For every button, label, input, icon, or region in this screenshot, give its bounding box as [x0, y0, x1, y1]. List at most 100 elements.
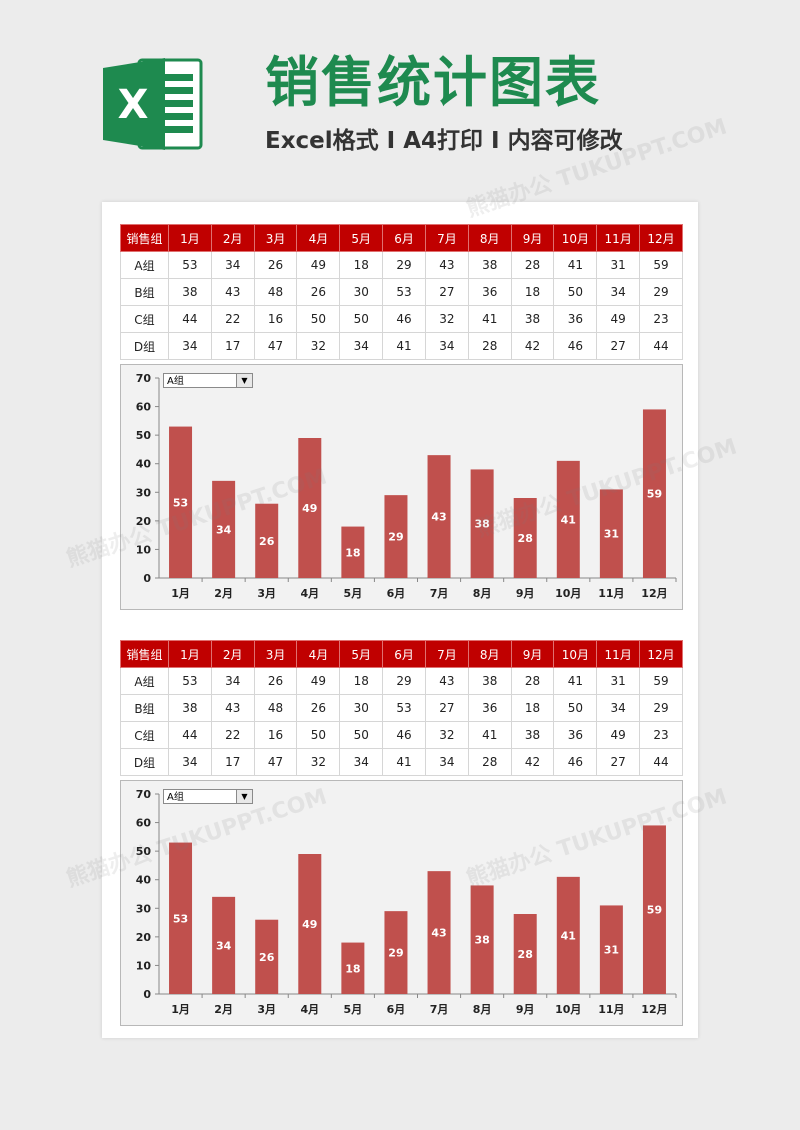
chevron-down-icon[interactable]: ▼: [236, 374, 252, 387]
bar: [513, 498, 537, 578]
data-label: 43: [431, 511, 446, 524]
bar: [427, 871, 451, 994]
bar: [212, 896, 236, 994]
bar: [556, 460, 580, 578]
table-cell: 38: [467, 251, 512, 279]
table-cell: 34: [210, 251, 255, 279]
row-label-cell: C组: [120, 721, 169, 749]
row-label-cell: D组: [120, 748, 169, 776]
y-tick-label: 70: [136, 372, 152, 385]
data-label: 53: [173, 912, 188, 925]
y-tick-label: 30: [136, 486, 152, 499]
table-row: B组 38 43 48 26 30 53 27 36 18 50 34 29: [120, 694, 683, 722]
header-cell: 10月: [553, 224, 598, 252]
y-tick-label: 30: [136, 902, 152, 915]
table-cell: 43: [424, 667, 469, 695]
data-label: 49: [302, 918, 317, 931]
logo-letter: X: [118, 82, 149, 128]
table-cell: 29: [382, 251, 426, 279]
x-tick-label: 7月: [430, 587, 449, 600]
header-cell: 3月: [253, 640, 298, 668]
data-label: 18: [345, 546, 360, 559]
bar: [470, 885, 494, 994]
table-cell: 43: [424, 251, 469, 279]
data-label: 28: [518, 948, 533, 961]
x-tick-label: 9月: [516, 587, 535, 600]
y-tick-label: 20: [136, 515, 152, 528]
x-tick-label: 6月: [387, 587, 406, 600]
bar: [341, 526, 365, 578]
row-label-cell: B组: [120, 694, 169, 722]
table-cell: 28: [510, 667, 555, 695]
header-cell: 5月: [339, 640, 384, 668]
table-cell: 46: [553, 748, 598, 776]
table-cell: 48: [253, 278, 298, 306]
group-select-dropdown[interactable]: A组 ▼: [163, 789, 253, 804]
table-cell: 49: [596, 721, 641, 749]
x-tick-label: 11月: [598, 587, 624, 600]
sales-table: 销售组 1月 2月 3月 4月 5月 6月 7月 8月 9月 10月 11月 1…: [120, 640, 683, 776]
table-cell: 50: [339, 721, 384, 749]
data-label: 43: [431, 927, 446, 940]
sales-table: 销售组 1月 2月 3月 4月 5月 6月 7月 8月 9月 10月 11月 1…: [120, 224, 683, 360]
header-cell: 1月: [168, 640, 212, 668]
x-tick-label: 12月: [641, 1003, 667, 1016]
bar: [298, 854, 322, 994]
row-label-cell: B组: [120, 278, 169, 306]
header-cell: 2月: [210, 640, 255, 668]
table-cell: 34: [168, 748, 212, 776]
bar: [255, 919, 279, 994]
table-row: C组 44 22 16 50 50 46 32 41 38 36 49 23: [120, 305, 683, 333]
table-cell: 34: [596, 278, 641, 306]
row-label-cell: D组: [120, 332, 169, 360]
group-select-dropdown[interactable]: A组 ▼: [163, 373, 253, 388]
header-cell: 6月: [382, 640, 426, 668]
table-cell: 38: [510, 305, 555, 333]
y-tick-label: 40: [136, 458, 152, 471]
table-cell: 17: [210, 748, 255, 776]
header-cell: 12月: [639, 640, 683, 668]
bar: [212, 480, 236, 578]
table-cell: 26: [253, 667, 298, 695]
row-label-cell: C组: [120, 305, 169, 333]
chevron-down-icon[interactable]: ▼: [236, 790, 252, 803]
x-tick-label: 6月: [387, 1003, 406, 1016]
bar-chart-svg: 0 10 20 30 40 50 60 70 53 1月 34 2月 26 3月 49 4月 18 5月 29 6月 4…: [136, 788, 677, 1016]
header-cell: 4月: [296, 640, 341, 668]
table-cell: 38: [168, 278, 212, 306]
table-cell: 26: [296, 694, 341, 722]
table-cell: 18: [339, 667, 384, 695]
table-cell: 53: [168, 251, 212, 279]
table-row: D组 34 17 47 32 34 41 34 28 42 46 27 44: [120, 332, 683, 360]
table-cell: 34: [424, 748, 469, 776]
table-cell: 53: [382, 694, 426, 722]
header-cell: 销售组: [120, 224, 169, 252]
x-tick-label: 8月: [473, 1003, 492, 1016]
data-label: 41: [561, 513, 576, 526]
table-row: A组 53 34 26 49 18 29 43 38 28 41 31 59: [120, 251, 683, 279]
bar: [513, 914, 537, 994]
data-label: 18: [345, 962, 360, 975]
header-cell: 4月: [296, 224, 341, 252]
bar: [384, 495, 408, 578]
data-label: 49: [302, 502, 317, 515]
table-cell: 46: [382, 721, 426, 749]
table-cell: 17: [210, 332, 255, 360]
table-cell: 44: [168, 305, 212, 333]
selected-group: A组: [167, 376, 184, 387]
table-cell: 49: [596, 305, 641, 333]
y-tick-label: 50: [136, 845, 152, 858]
table-cell: 41: [553, 667, 598, 695]
data-label: 59: [647, 904, 662, 917]
x-tick-label: 5月: [344, 587, 363, 600]
table-cell: 50: [296, 721, 341, 749]
excel-logo-icon: X: [103, 58, 203, 150]
table-row: D组 34 17 47 32 34 41 34 28 42 46 27 44: [120, 748, 683, 776]
table-cell: 50: [296, 305, 341, 333]
x-tick-label: 4月: [300, 587, 319, 600]
data-label: 34: [216, 939, 232, 952]
table-cell: 44: [168, 721, 212, 749]
header-cell: 11月: [596, 640, 641, 668]
table-cell: 29: [639, 694, 683, 722]
table-cell: 16: [253, 721, 298, 749]
